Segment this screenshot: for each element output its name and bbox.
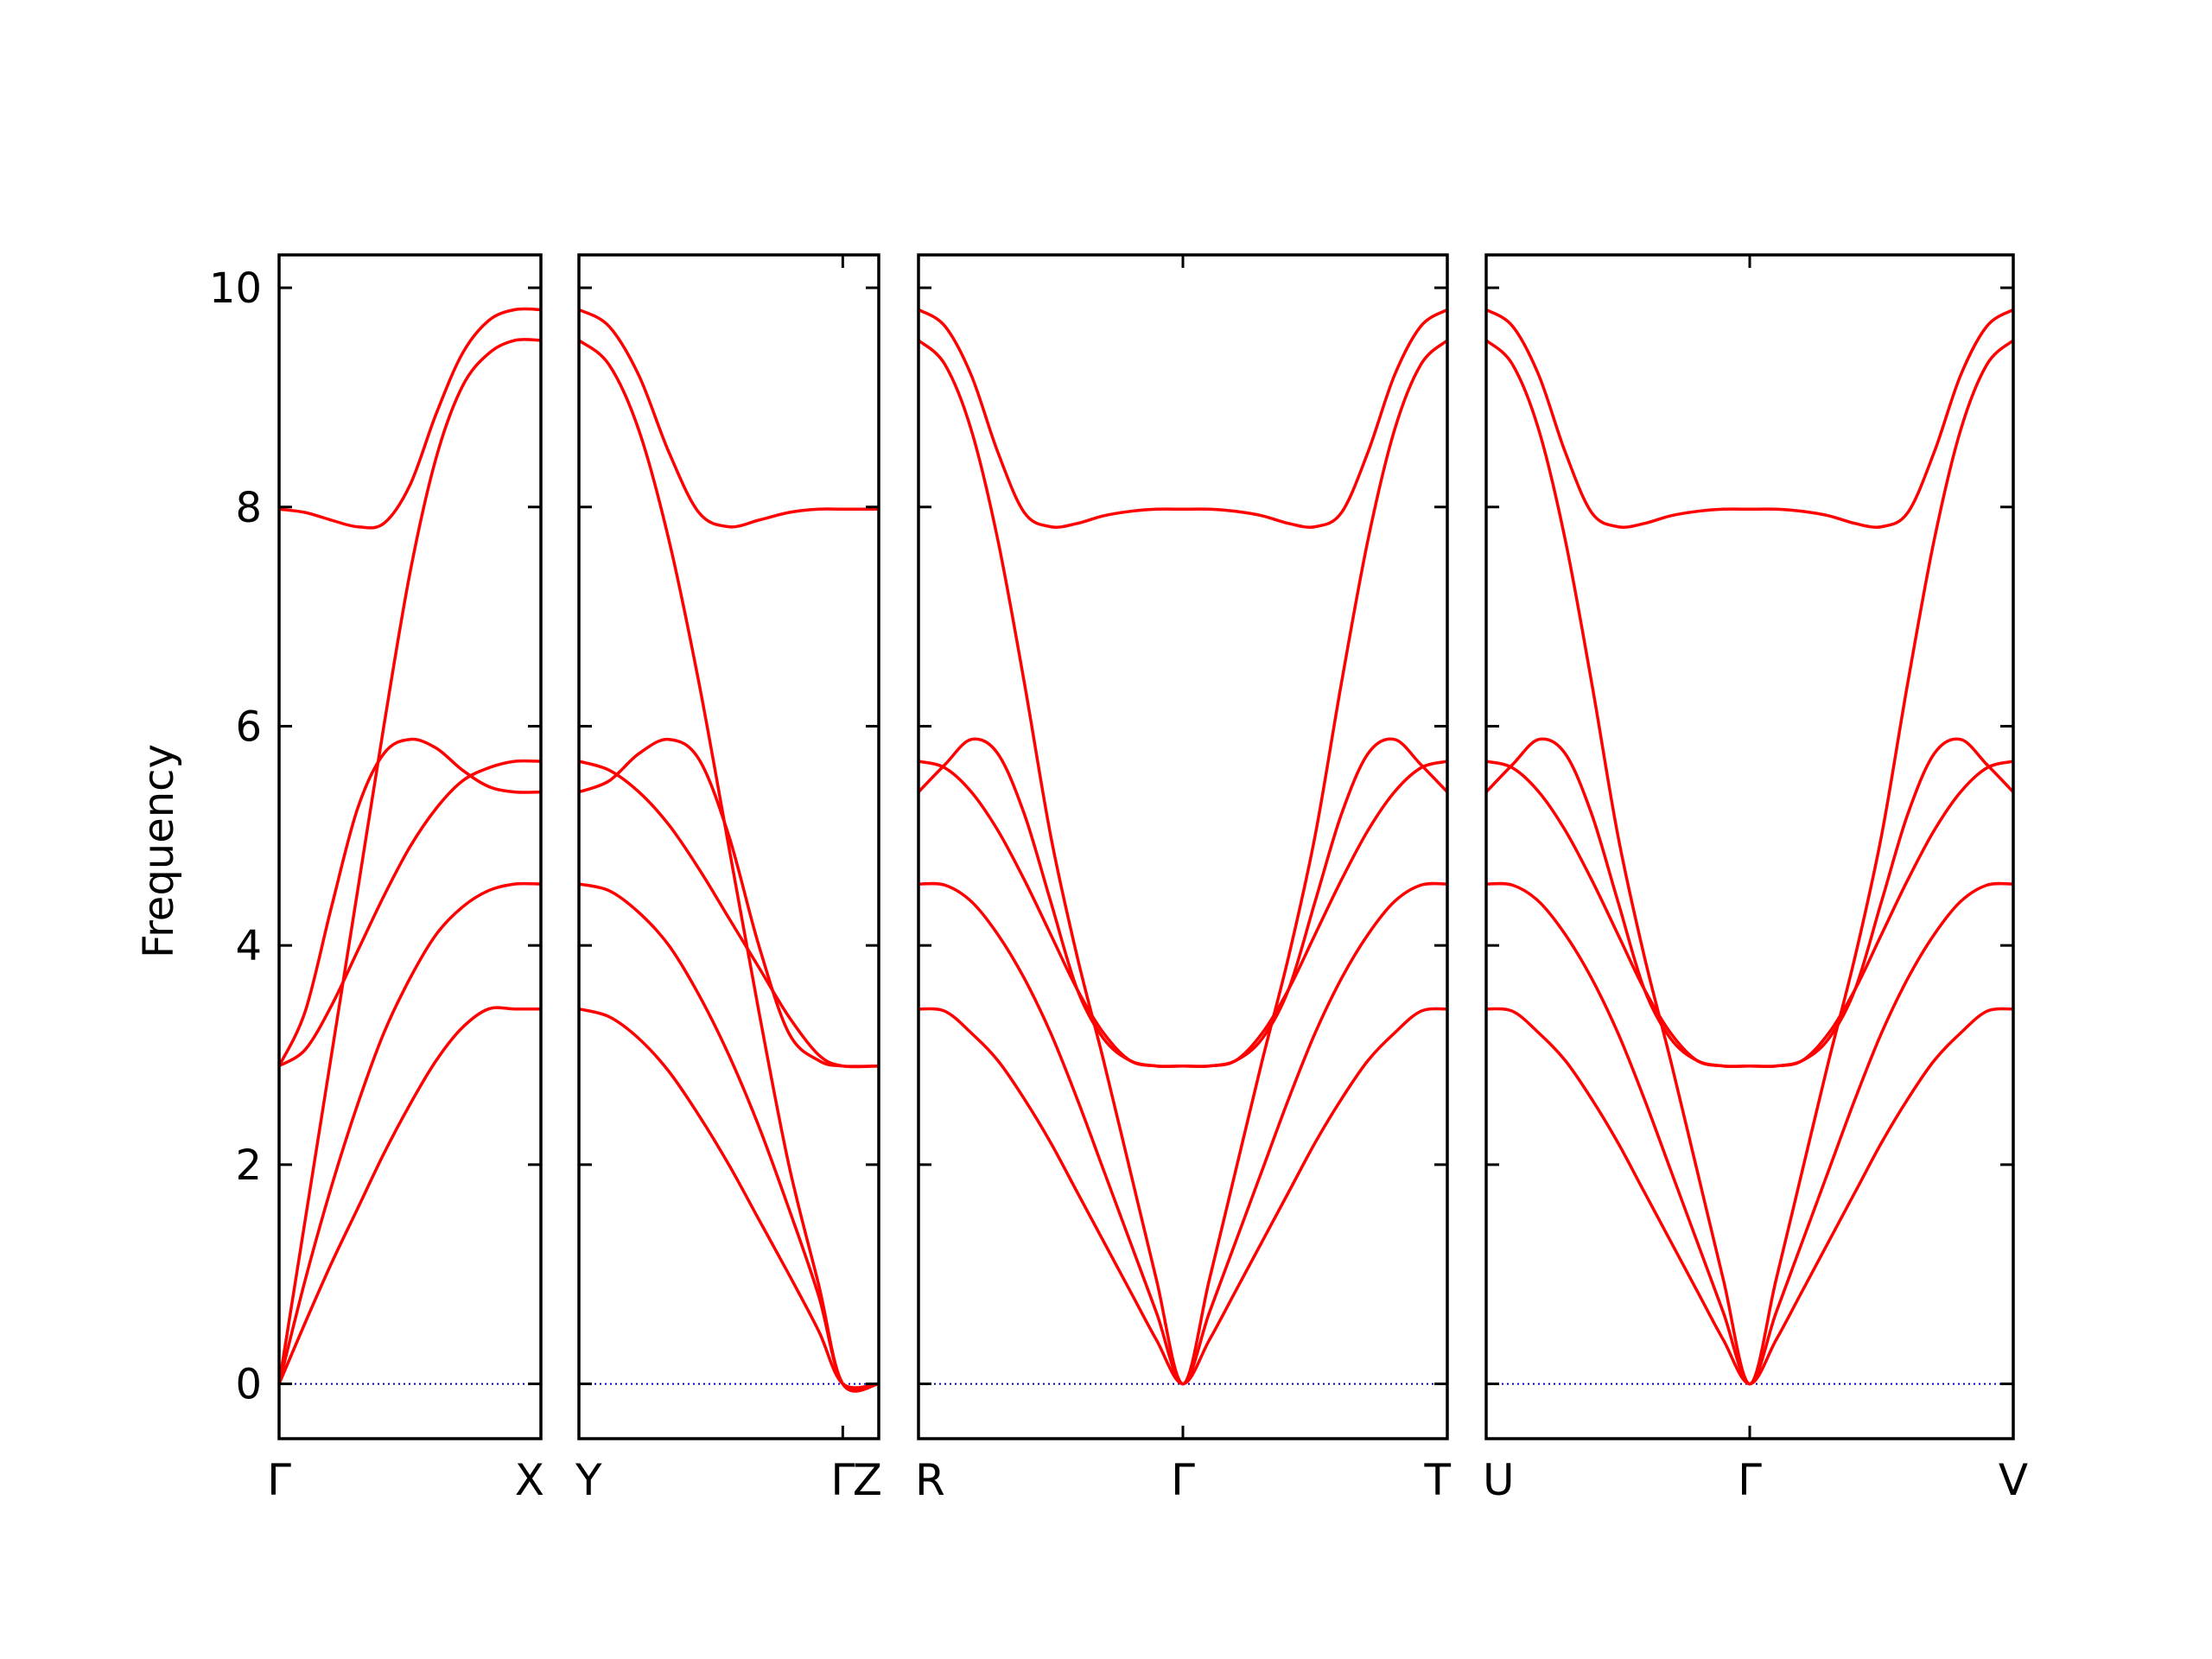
band-3 [1485,760,2014,1068]
x-tick-label: Z [853,1455,882,1505]
band-1 [578,1007,880,1389]
panel-frame [277,253,543,1440]
x-tick-label: Γ [267,1455,291,1505]
x-tick-label: X [515,1455,544,1505]
x-tick-label: Γ [830,1455,855,1505]
band-1 [277,1006,541,1385]
x-tick-label: T [1423,1455,1451,1505]
y-tick-label: 6 [235,702,262,751]
band-2 [1485,881,2014,1386]
panel-2: Y ΓZ [575,253,882,1505]
x-tick-label: Γ [1738,1455,1762,1505]
panel-frame [1484,253,2015,1440]
band-4 [1484,737,2015,1068]
band-4 [578,737,880,1068]
y-tick-label: 10 [209,264,262,313]
band-6 [1485,308,2014,529]
band-2 [918,881,1448,1386]
band-5 [1484,339,2015,1386]
band-5 [577,339,880,1393]
band-4 [917,737,1449,1068]
y-axis-label: Frequency [135,744,183,958]
x-tick-label: Y [575,1455,602,1505]
band-6 [918,308,1448,529]
band-6 [578,308,879,529]
band-6 [278,307,542,530]
x-tick-label: U [1483,1455,1515,1505]
x-tick-label: V [1999,1455,2028,1505]
y-tick-label: 0 [235,1361,262,1409]
x-tick-label: Γ [1171,1455,1195,1505]
band-2 [277,881,542,1385]
panel-frame [917,253,1449,1440]
x-tick-label: R [915,1455,945,1505]
y-tick-label: 2 [235,1141,262,1190]
panel-frame [577,253,880,1440]
band-3 [918,760,1448,1068]
band-5 [917,339,1449,1386]
panel-1: 0 2 4 6 8 10 Γ X [209,253,544,1505]
y-tick-label: 4 [235,922,262,970]
band-3 [578,760,880,1069]
band-2 [578,882,880,1392]
band-3 [278,759,542,1068]
y-tick-label: 8 [235,484,262,532]
band-4 [277,737,542,1067]
band-5 [277,338,542,1384]
